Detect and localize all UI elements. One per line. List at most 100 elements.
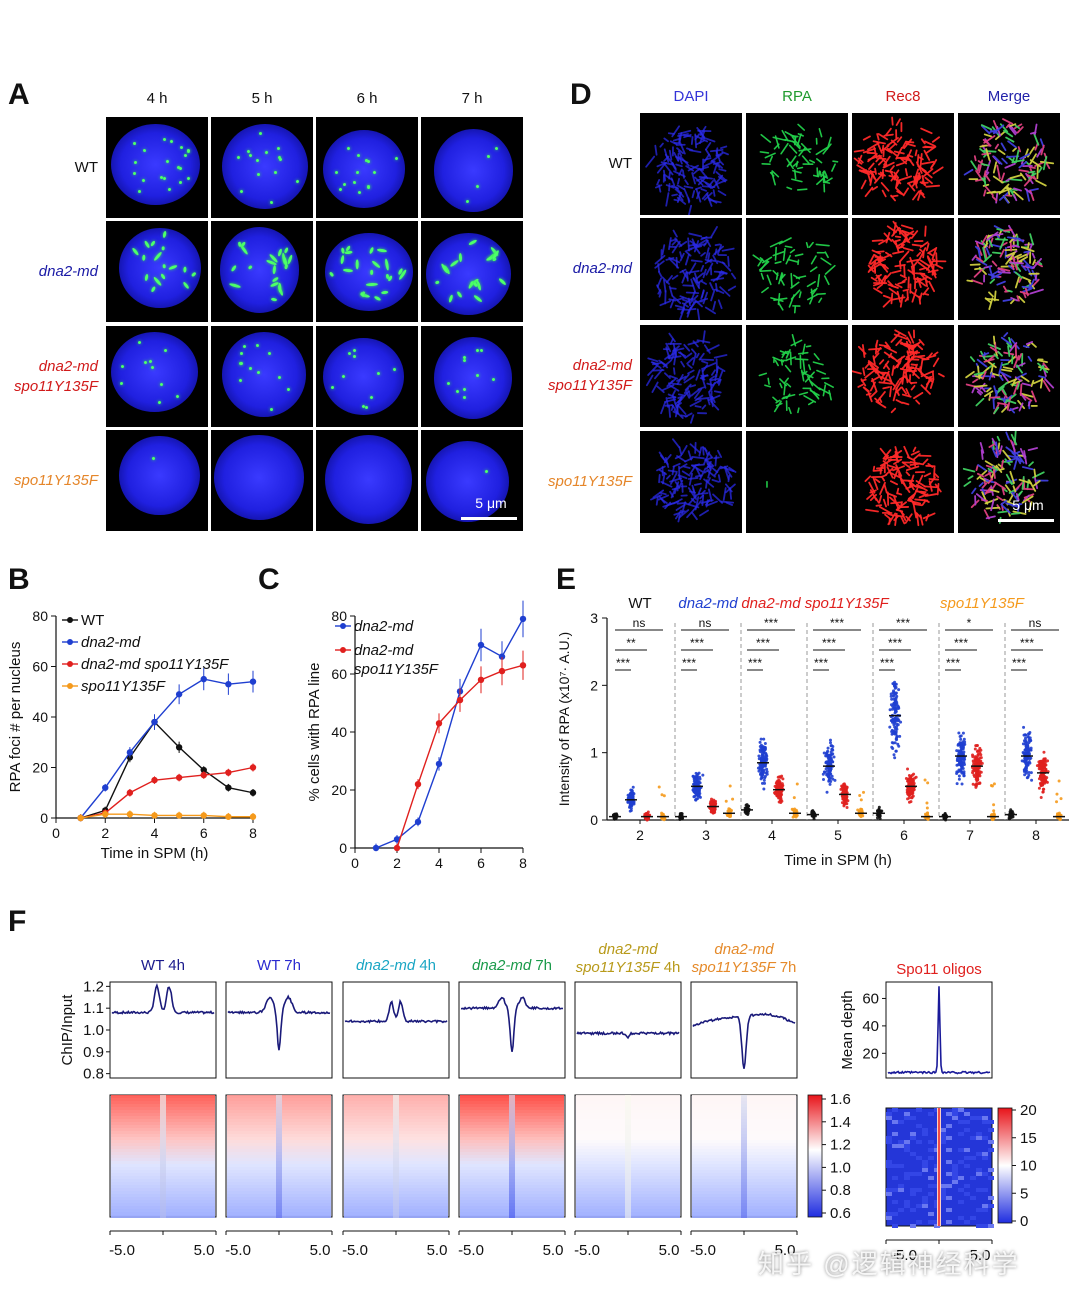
data-point [200,771,207,779]
scatter-point [859,798,863,802]
scatter-point [914,775,918,779]
scatter-point [831,745,835,749]
profile-title: dna2-md spo11Y135F 4h [576,941,681,976]
scatter-point [826,761,830,765]
row-label: WT [74,158,98,176]
micrograph [958,431,1060,533]
x-tick-label: 2 [636,827,644,843]
scatter-point [894,749,898,753]
scatter-point [830,774,834,778]
scatter-point [697,794,701,798]
scatter-point [889,694,893,698]
scatter-point [828,782,832,786]
x-tick-label: 5.0 [194,1242,215,1259]
scatter-point [896,723,900,727]
y-tick-label: 40 [331,724,347,740]
scatter-point [1025,752,1029,756]
x-tick-label: 5 [834,827,842,843]
profile-plot [574,981,682,1079]
significance-label: ns [1029,616,1042,630]
legend-entry: dna2-md [354,618,414,635]
micrograph [746,325,848,427]
scatter-point [828,754,832,758]
scatter-point [894,698,898,702]
y-tick-label: 60 [331,666,347,682]
micrograph [106,221,208,322]
x-tick-label: 7 [966,827,974,843]
legend-entry: spo11Y135F [81,678,166,695]
micrograph [852,431,954,533]
profile-plot [342,981,450,1079]
data-point [102,784,109,791]
profile-title: dna2-md spo11Y135F 7h [692,941,797,976]
scatter-point [962,737,966,741]
scatter-point [614,816,618,820]
scatter-point [1024,771,1028,775]
scatter-point [971,771,975,775]
y-tick-label: 20 [32,760,48,776]
scatter-point [762,787,766,791]
scatter-point [973,758,977,762]
micrograph [746,431,848,533]
scatter-point [825,790,829,794]
legend-entry: dna2-md [81,634,141,651]
scatter-point [907,777,911,781]
scatter-point [644,816,648,820]
scatter-point [1026,732,1030,736]
colorbar-tick: 0.6 [830,1205,851,1222]
panel-label-b: B [8,563,30,596]
scatter-point [662,817,666,821]
data-point [519,662,527,669]
significance-label: *** [954,636,968,650]
scatter-point [793,807,797,811]
scatter-point [961,731,965,735]
scatter-point [978,774,982,778]
y-tick-label: 1.0 [83,1022,104,1039]
scatter-point [962,770,966,774]
scatter-point [829,759,833,763]
y-axis-label: Mean depth [839,990,856,1069]
data-point [435,760,443,768]
scatter-point [971,753,975,757]
scatter-point [692,786,696,790]
scatter-point [975,744,979,748]
panel-f-chip-profiles: WT 4h -5.0 5.0 WT 7h -5.0 5.0 dna2-md 4h -5.0 5.… [59,941,1037,1260]
scatter-point [795,814,799,818]
significance-label: *** [690,636,704,650]
column-header: 5 h [251,90,273,107]
scatter-point [758,748,762,752]
x-tick-label: 2 [101,825,109,841]
scatter-point [844,790,848,794]
data-point [249,813,257,820]
scatter-point [728,784,732,788]
scatter-point [898,734,902,738]
x-tick-label: -5.0 [458,1242,484,1259]
scatter-point [978,756,982,760]
scatter-point [992,809,996,813]
data-point [200,766,207,774]
scatter-point [958,734,962,738]
scatter-point [776,792,780,796]
micrograph [316,326,418,427]
scatter-point [829,779,833,783]
scatter-point [972,761,976,765]
data-point [225,784,232,791]
panel-label-c: C [258,563,280,596]
scatter-point [745,803,749,807]
scatter-point [978,746,982,750]
scatter-point [628,801,632,805]
x-axis-label: Time in SPM (h) [784,852,892,869]
micrograph [421,326,523,427]
micrograph [106,326,208,427]
scatter-point [1057,813,1061,817]
scatter-point [893,741,897,745]
series-line [80,813,253,819]
data-point [151,776,158,784]
scatter-point [660,793,664,797]
scale-bar [998,519,1054,522]
scatter-point [909,779,913,783]
significance-label: *** [616,656,630,670]
x-tick-label: 4 [151,825,159,841]
scatter-point [906,767,910,771]
